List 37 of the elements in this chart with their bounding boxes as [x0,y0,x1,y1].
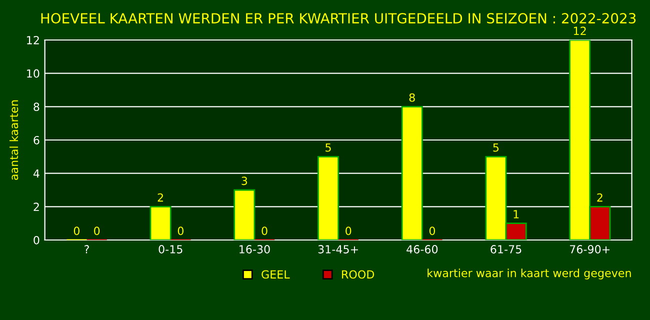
bar [150,206,172,240]
data-label: 12 [574,26,586,35]
bar [234,189,256,240]
y-tick-label: 0 [34,236,40,244]
data-label: 2 [597,193,602,202]
data-label: 5 [493,143,499,152]
x-tick-label: 61-75 [490,245,522,254]
data-label: 3 [242,176,248,186]
x-tick-label: 76-90+ [570,245,610,254]
legend-label: ROOD [342,270,374,279]
y-axis-title: aantal kaarten [10,100,18,180]
x-tick-label: 46-60 [406,245,438,254]
data-label: 0 [94,226,100,236]
y-tick-label: 6 [34,136,40,144]
data-label: 8 [409,93,415,102]
data-label: 1 [514,210,519,218]
y-tick-label: 12 [27,36,39,44]
x-axis-title: kwartier waar in kaart werd gegeven [428,268,631,280]
y-tick-label: 4 [33,169,40,178]
data-label: 0 [178,226,184,236]
legend-label: GEEL [262,270,290,279]
data-label: 0 [429,226,436,236]
y-tick-label: 8 [34,102,40,112]
chart-title: HOEVEEL KAARTEN WERDEN ER PER KWARTIER UITGEDEELD IN SEIZOEN : 2022-2023 [41,13,636,24]
bar [401,106,423,240]
bar [318,156,340,240]
data-label: 0 [346,226,352,236]
y-tick-label: 2 [34,202,39,211]
data-label: 2 [158,193,163,202]
data-label: 5 [326,143,331,152]
x-tick-label: 16-30 [240,245,270,254]
x-tick-label: 0-15 [158,245,182,254]
data-label: 0 [74,226,80,236]
x-tick-label: ? [84,245,89,254]
x-tick-label: 31-45+ [318,245,358,254]
y-tick-label: 10 [27,69,40,78]
data-label: 0 [262,226,268,236]
